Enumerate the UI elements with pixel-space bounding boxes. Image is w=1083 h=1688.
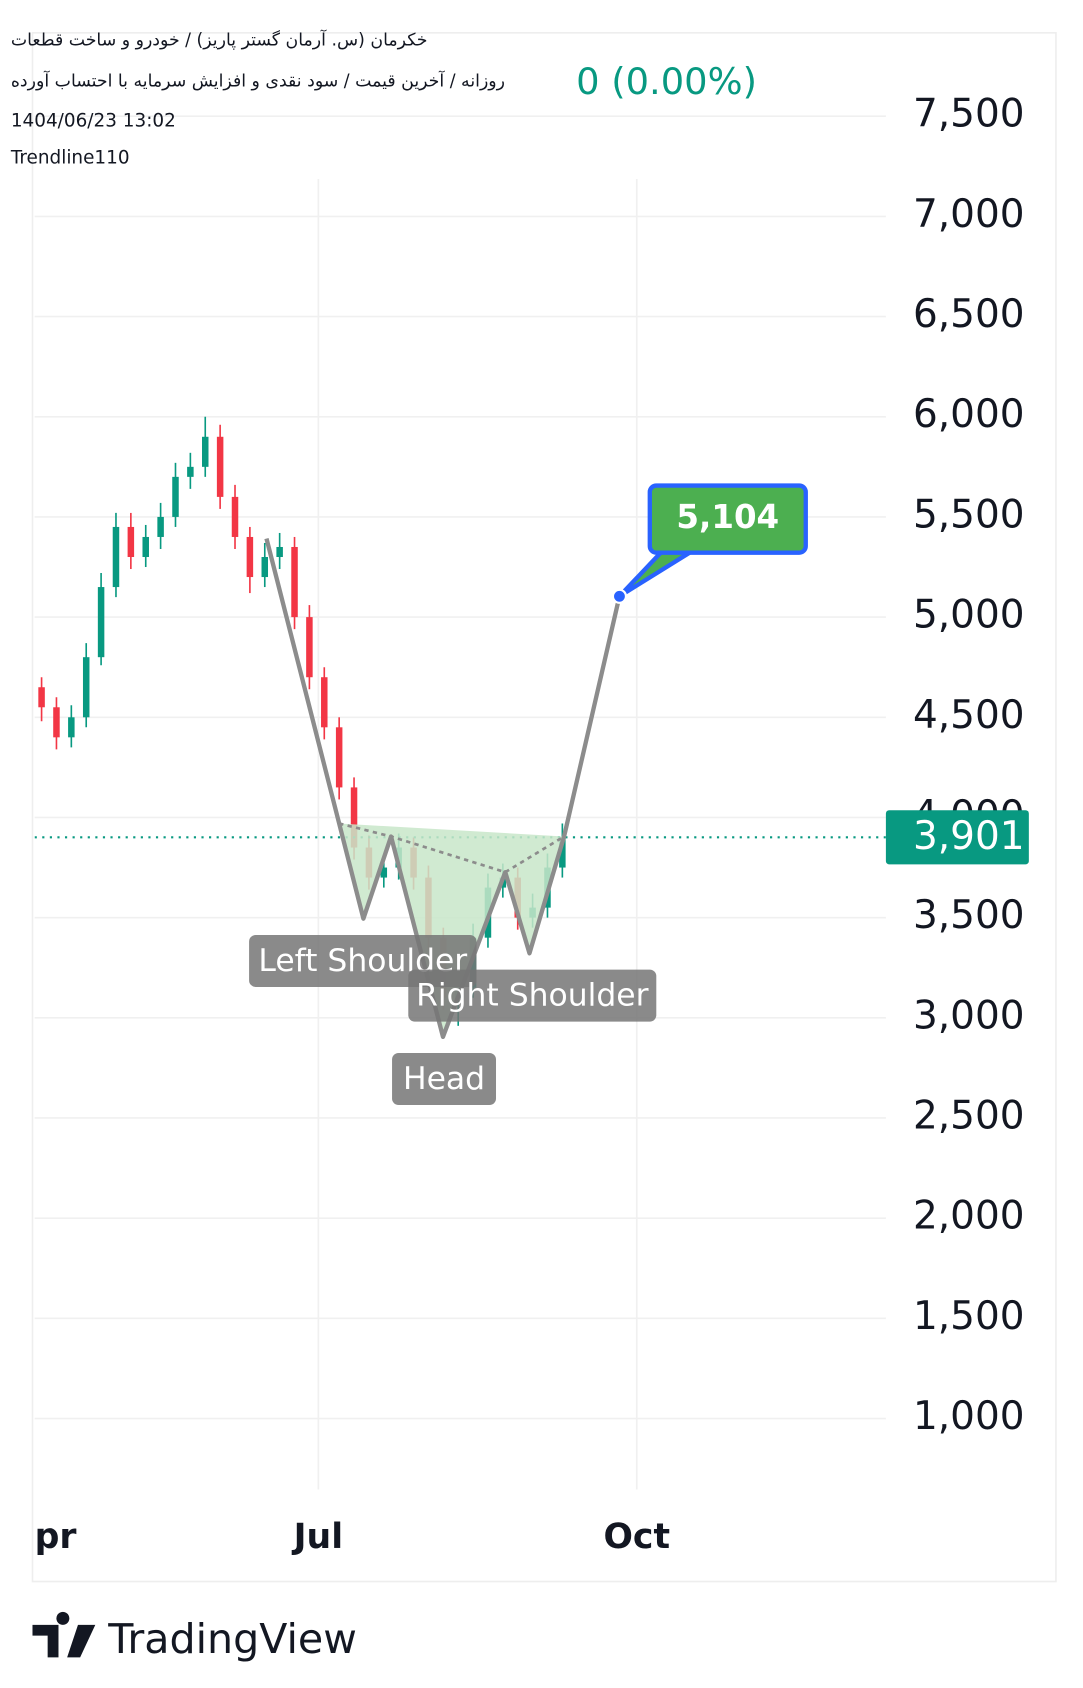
brand-name: TradingView — [107, 1615, 357, 1663]
candle-body — [112, 526, 120, 588]
candle-body — [246, 536, 254, 578]
y-tick-label: 3,500 — [913, 893, 1025, 938]
x-tick-label: pr — [35, 1517, 77, 1557]
y-tick-label: 3,000 — [913, 993, 1025, 1038]
candle-body — [202, 436, 209, 467]
y-tick-label: 7,000 — [913, 192, 1025, 237]
candle-body — [350, 787, 358, 848]
candle-body — [68, 717, 75, 738]
author: Trendline110 — [10, 147, 130, 168]
candle-body — [559, 837, 566, 868]
pattern-label: Head — [403, 1061, 485, 1097]
chart-subtitle: روزانه / آخرین قیمت / سود نقدی و افزایش … — [11, 70, 505, 92]
candle-body — [127, 526, 135, 558]
symbol-title: خکرمان (س. آرمان گستر پاریز) / خودرو و س… — [11, 28, 428, 50]
candle-body — [38, 687, 45, 708]
candle-body — [82, 657, 90, 718]
y-tick-label: 2,000 — [913, 1194, 1025, 1239]
y-tick-label: 7,500 — [913, 92, 1025, 137]
candle-body — [380, 867, 388, 878]
candle-body — [231, 496, 239, 537]
candle-body — [261, 557, 269, 578]
target-pointer — [617, 548, 696, 599]
target-point — [611, 588, 628, 604]
candle-body — [53, 707, 60, 738]
candle-body — [306, 617, 313, 678]
pattern-label-box — [392, 1053, 497, 1106]
x-tick-label: Oct — [603, 1517, 670, 1557]
candle-body — [291, 546, 298, 618]
y-tick-label: 5,000 — [913, 593, 1025, 638]
neckline — [338, 822, 565, 874]
pattern-line — [264, 538, 622, 1040]
last-price-label: 3,901 — [913, 814, 1025, 859]
target-box — [647, 483, 808, 555]
candle-body — [216, 436, 224, 497]
y-tick-label: 6,000 — [913, 392, 1025, 437]
candle-body — [187, 466, 194, 477]
candle-body — [142, 536, 149, 558]
target-label: 5,104 — [676, 498, 779, 536]
y-tick-label: 6,500 — [913, 292, 1025, 337]
axes: 7,5007,0006,5006,0005,5005,0004,5004,000… — [35, 92, 1029, 1557]
candle-body — [172, 476, 179, 517]
candle-body — [276, 546, 283, 558]
pattern-label-box — [408, 969, 657, 1022]
y-tick-label: 5,500 — [913, 492, 1025, 537]
y-tick-label: 1,000 — [913, 1394, 1025, 1439]
last-price-badge — [885, 810, 1029, 865]
candle-body — [97, 587, 105, 658]
candle-body — [335, 727, 343, 788]
candle-body — [157, 516, 164, 537]
y-tick-label: 1,500 — [913, 1294, 1025, 1339]
candle-body — [321, 677, 328, 728]
chart-frame — [31, 32, 1057, 1583]
price-change: 0 (0.00%) — [576, 60, 757, 103]
y-tick-label: 4,500 — [913, 693, 1025, 738]
grid — [34, 115, 886, 1490]
timestamp: 1404/06/23 13:02 — [11, 111, 176, 132]
pattern-label: Right Shoulder — [416, 978, 649, 1014]
brand-logo: TradingView — [32, 1611, 357, 1663]
x-tick-label: Jul — [292, 1517, 343, 1557]
y-tick-label: 2,500 — [913, 1093, 1025, 1138]
